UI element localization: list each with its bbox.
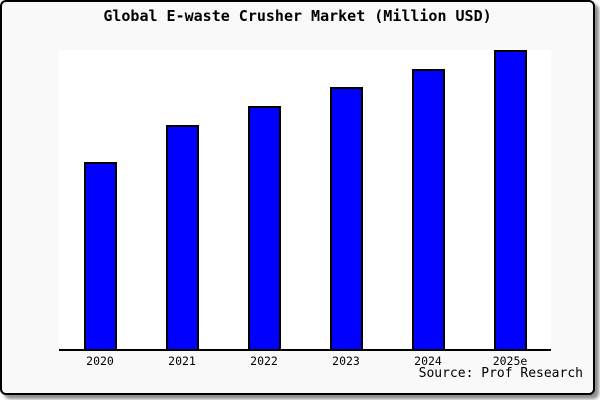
- x-tick-label-2024: 2024: [414, 354, 442, 368]
- chart-title: Global E-waste Crusher Market (Million U…: [103, 7, 492, 25]
- bar-2020: [84, 162, 117, 349]
- bar-2021: [166, 125, 199, 349]
- bar-2023: [330, 87, 363, 349]
- bar-2024: [412, 69, 445, 349]
- bar-2025e: [494, 50, 527, 349]
- x-tick-label-2021: 2021: [168, 354, 196, 368]
- x-tick-label-2022: 2022: [250, 354, 278, 368]
- plot-area: [59, 50, 551, 351]
- source-note: Source: Prof Research: [418, 366, 583, 381]
- x-tick-label-2023: 2023: [332, 354, 360, 368]
- x-axis-tick-labels: 2020 2021 2022 2023 2024 2025e: [59, 354, 551, 368]
- chart-frame: Global E-waste Crusher Market (Million U…: [0, 0, 595, 395]
- x-tick-label-2020: 2020: [86, 354, 114, 368]
- bar-2022: [248, 106, 281, 349]
- x-tick-label-2025e: 2025e: [492, 354, 528, 368]
